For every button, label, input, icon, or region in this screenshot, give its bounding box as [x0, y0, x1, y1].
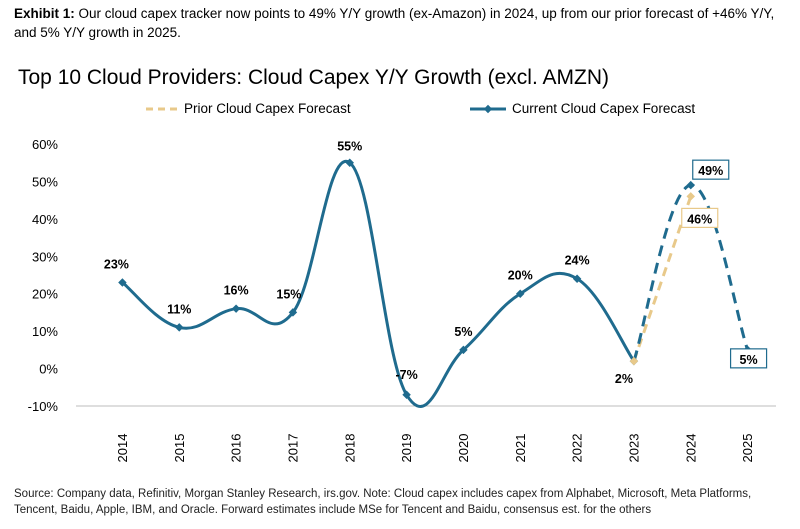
data-point-current — [402, 390, 411, 400]
y-tick-label: 30% — [32, 249, 58, 264]
y-tick-label: 40% — [32, 212, 58, 227]
data-point-current — [516, 289, 525, 298]
data-label-box-prior — [681, 207, 719, 228]
data-label-box — [692, 159, 730, 180]
x-tick-label: 2015 — [172, 434, 187, 463]
legend-label-prior: Prior Cloud Capex Forecast — [184, 101, 351, 116]
data-label: 23% — [104, 257, 129, 271]
chart-legend: Prior Cloud Capex Forecast Current Cloud… — [0, 101, 800, 121]
x-tick-label: 2018 — [342, 434, 357, 463]
legend-item-prior: Prior Cloud Capex Forecast — [146, 101, 351, 116]
data-label: 5% — [454, 325, 472, 339]
x-tick-label: 2023 — [626, 434, 641, 463]
data-label: 49% — [698, 164, 723, 178]
series-line-current — [121, 159, 636, 408]
data-label: 20% — [508, 269, 533, 283]
y-tick-label: 60% — [32, 137, 58, 152]
y-tick-label: 0% — [39, 362, 58, 377]
exhibit-label: Exhibit 1: — [14, 6, 75, 21]
x-tick-label: 2024 — [683, 434, 698, 463]
data-point-current — [118, 278, 127, 287]
data-point-current — [572, 274, 582, 283]
y-tick-label: 10% — [32, 324, 58, 339]
data-point-current — [288, 308, 298, 317]
x-tick-label: 2014 — [115, 434, 130, 463]
data-label: 24% — [565, 254, 590, 268]
data-label: 55% — [337, 140, 362, 154]
data-label: -7% — [395, 368, 417, 382]
data-point-current — [345, 158, 354, 167]
y-tick-label: 50% — [32, 174, 58, 189]
source-note: Source: Company data, Refinitiv, Morgan … — [14, 488, 752, 516]
y-axis: -10% 0% 10% 20% 30% 40% 50% 60% — [28, 137, 59, 414]
legend-swatch-current — [470, 104, 506, 113]
x-tick-label: 2017 — [285, 434, 300, 463]
series-lines — [121, 159, 750, 408]
exhibit-caption: Exhibit 1: Our cloud capex tracker now p… — [14, 4, 794, 42]
data-labels: 23% 11% 16% 15% 55% -7% 5% 20% 24% 2% 49% 5% 46% — [104, 140, 768, 386]
legend-swatch-prior — [146, 107, 178, 110]
x-tick-label: 2016 — [229, 434, 244, 463]
x-tick-label: 2022 — [570, 434, 585, 463]
x-axis: 2014 2015 2016 2017 2018 2019 2020 2021 2022 2023… — [76, 405, 776, 463]
x-tick-label: 2019 — [399, 434, 414, 463]
legend-item-current: Current Cloud Capex Forecast — [470, 101, 695, 116]
series-points — [118, 158, 752, 400]
data-label-box — [729, 348, 768, 369]
data-label: 11% — [167, 302, 191, 316]
x-tick-label: 2025 — [740, 434, 755, 463]
data-point-prior — [686, 192, 695, 201]
x-tick-label: 2021 — [513, 434, 528, 463]
data-point-current — [231, 304, 241, 313]
data-point-current — [175, 323, 184, 332]
data-point-current — [686, 180, 695, 190]
exhibit-text: Our cloud capex tracker now points to 49… — [14, 6, 775, 40]
data-point-prior — [629, 356, 639, 366]
data-label: 2% — [615, 372, 633, 386]
y-tick-label: 20% — [32, 287, 58, 302]
legend-label-current: Current Cloud Capex Forecast — [512, 101, 696, 116]
x-tick-label: 2020 — [456, 434, 471, 463]
data-point-current — [459, 345, 468, 355]
data-label: 15% — [276, 287, 301, 301]
data-label: 5% — [740, 353, 758, 367]
chart-title: Top 10 Cloud Providers: Cloud Capex Y/Y … — [18, 66, 609, 89]
y-tick-label: -10% — [28, 399, 59, 414]
data-label: 16% — [224, 284, 249, 298]
data-label-prior: 46% — [687, 212, 712, 226]
